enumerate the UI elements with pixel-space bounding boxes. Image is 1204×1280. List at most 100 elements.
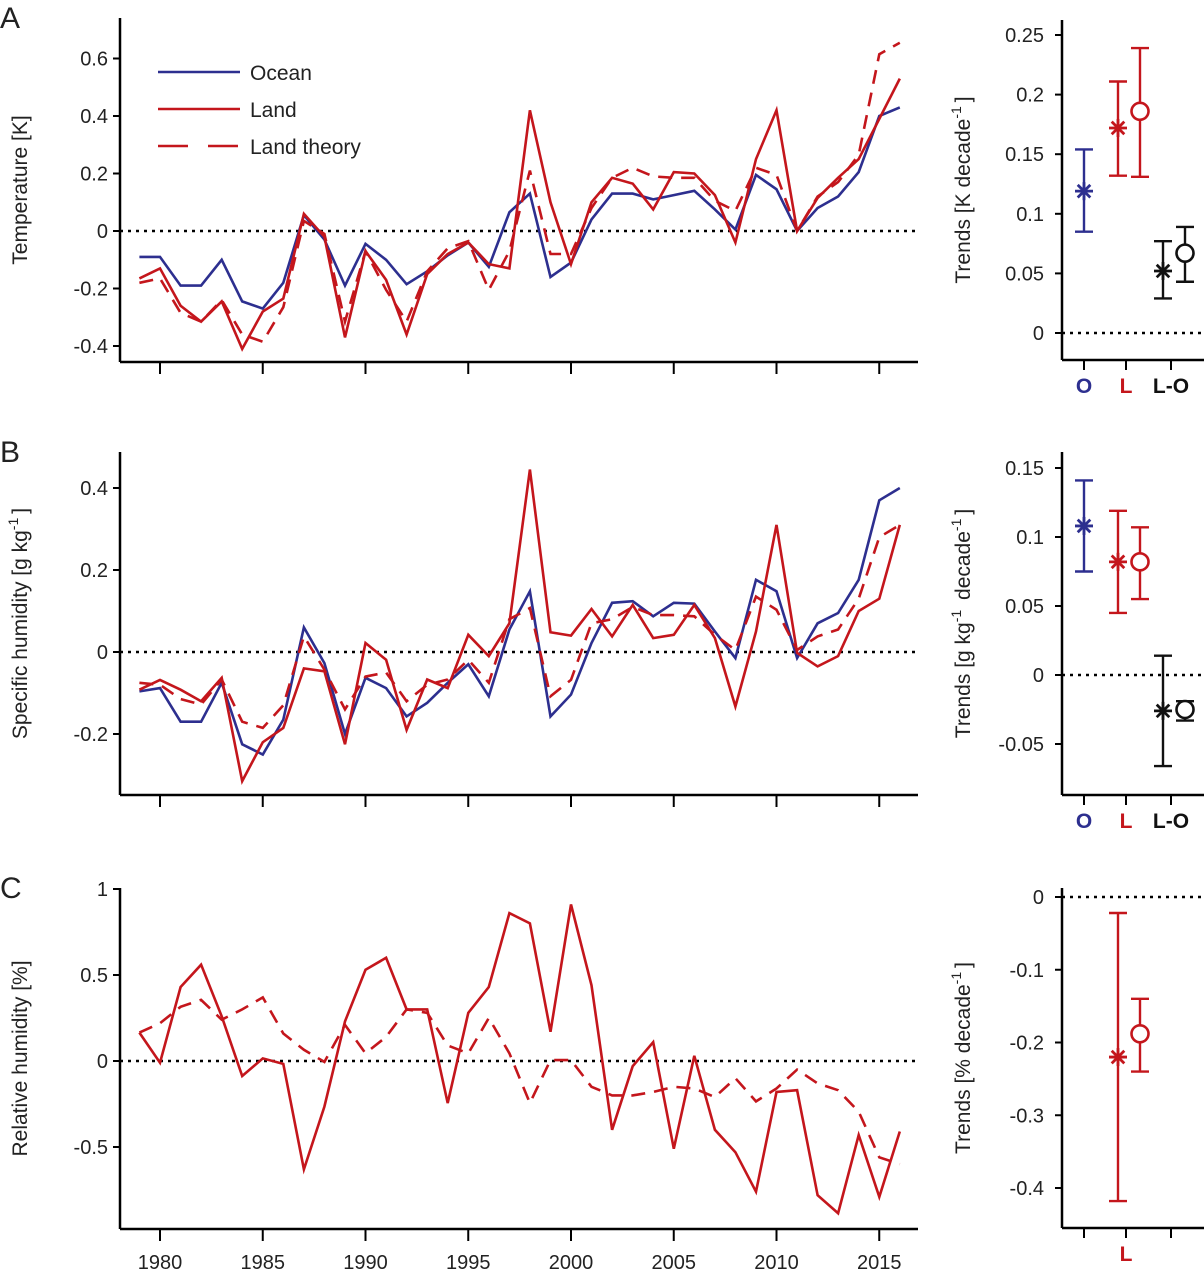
y-axis-label-text: Specific humidity [g kg [9, 530, 32, 739]
y-axis-label: Relative humidity [%] [9, 960, 32, 1156]
y-axis-label-superscript: -1 [948, 106, 964, 119]
panel-letter: B [0, 436, 20, 469]
y-axis-label-text: Trends [K decade [952, 119, 975, 284]
star-marker [1155, 263, 1171, 279]
legend: Ocean Land Land theory [158, 62, 361, 159]
y-tick-label: 1 [97, 879, 108, 901]
y-axis-label-text: Trends [% decade [952, 984, 975, 1154]
y-axis-label-end: ] [9, 508, 32, 514]
y-axis-label-end: ] [952, 962, 975, 968]
panel-C-timeseries: C -0.5 0 0.5 1 1980 1985 1990 1995 2000 2005 2010 20… [0, 872, 918, 1274]
category-label: L-O [1153, 375, 1189, 398]
y-tick-label: 0 [97, 1051, 108, 1073]
circle-marker [1175, 243, 1195, 263]
y-tick-label: 0.2 [80, 560, 108, 582]
y-tick-label: 0.6 [80, 49, 108, 71]
y-axis-label: Specific humidity [g kg-1] [5, 508, 32, 739]
y-tick-label: 0.1 [1016, 527, 1044, 549]
star-marker [1110, 554, 1126, 570]
x-tick-label: 1985 [241, 1252, 286, 1274]
series-land [138, 469, 902, 785]
panel-letter: C [0, 872, 22, 905]
star-marker [1110, 1049, 1126, 1065]
category-label: O [1076, 810, 1092, 833]
series-ocean [139, 486, 901, 757]
series-land-theory [139, 523, 901, 730]
category-label: O [1076, 375, 1092, 398]
x-tick-label: 1990 [343, 1252, 388, 1274]
trend-point-circle [1175, 225, 1195, 283]
trend-point-circle [1130, 46, 1150, 179]
y-tick-label: -0.3 [1010, 1105, 1044, 1127]
y-axis-label: Trends [K decade-1] [948, 96, 975, 283]
y-axis-label-superscript: -1 [948, 518, 964, 531]
y-tick-label: 0.25 [1005, 25, 1044, 47]
y-tick-label: -0.2 [74, 724, 108, 746]
y-tick-label: 0.15 [1005, 458, 1044, 480]
y-tick-label: -0.4 [74, 336, 108, 358]
trend-point-circle [1130, 997, 1150, 1073]
trend-point-star [1075, 479, 1093, 573]
category-label: L [1120, 1243, 1133, 1266]
legend-label: Land [250, 99, 297, 122]
series-land [138, 78, 901, 352]
y-tick-label: 0.05 [1005, 596, 1044, 618]
panel-B-timeseries: B -0.2 0 0.2 0.4 Specific humidity [g kg-1] [0, 436, 918, 807]
panel-A-trends: 0 0.05 0.1 0.15 0.2 0.25 O L L-O Trends [K decade… [948, 20, 1204, 398]
trend-point-star [1154, 654, 1172, 768]
trend-point-star [1109, 80, 1127, 177]
panel-C-trends: -0.4 -0.3 -0.2 -0.1 0 L Trends [% decade-1] [948, 887, 1204, 1266]
star-marker [1110, 120, 1126, 136]
y-tick-label: 0.15 [1005, 144, 1044, 166]
y-axis-label-superscript: -1 [948, 972, 964, 985]
y-tick-label: 0.1 [1016, 204, 1044, 226]
y-axis-label-superscript: -1 [5, 518, 21, 531]
y-axis-label-text: Temperature [K] [9, 115, 32, 264]
x-tick-label: 1995 [446, 1252, 491, 1274]
y-tick-label: 0.05 [1005, 263, 1044, 285]
circle-marker [1130, 552, 1150, 572]
y-tick-label: 0.5 [80, 965, 108, 987]
trend-point-star [1109, 911, 1127, 1203]
x-tick-label: 2010 [754, 1252, 799, 1274]
y-tick-label: 0 [1033, 323, 1044, 345]
category-label: L-O [1153, 810, 1189, 833]
y-tick-label: 0 [97, 642, 108, 664]
y-axis-label: Trends [g kg-1 decade-1] [948, 509, 975, 738]
y-tick-label: -0.2 [1010, 1033, 1044, 1055]
trend-point-circle [1130, 526, 1150, 601]
panel-A-timeseries: A -0.4 -0.2 0 0.2 0.4 0.6 Temperature [K] Ocean L… [0, 2, 918, 374]
y-tick-label: 0.4 [80, 106, 108, 128]
x-tick-label: 2005 [652, 1252, 697, 1274]
y-axis-label-mid: decade [952, 531, 975, 606]
y-tick-label: -0.1 [1010, 960, 1044, 982]
x-tick-label: 2015 [857, 1252, 902, 1274]
y-tick-label: 0 [1033, 665, 1044, 687]
category-label: L [1120, 375, 1133, 398]
y-axis-label-end: ] [952, 96, 975, 102]
x-tick-label: 2000 [549, 1252, 594, 1274]
y-tick-label: -0.5 [74, 1137, 108, 1159]
y-tick-label: 0.2 [1016, 85, 1044, 107]
circle-marker [1130, 1023, 1150, 1044]
trend-point-star [1109, 509, 1127, 615]
series-land-theory [138, 995, 901, 1166]
y-tick-label: -0.2 [74, 279, 108, 301]
y-axis-label: Trends [% decade-1] [948, 962, 975, 1154]
y-tick-label: 0.2 [80, 164, 108, 186]
legend-label: Land theory [250, 136, 361, 159]
y-axis-label-end: ] [952, 509, 975, 515]
y-tick-label: -0.4 [1010, 1178, 1044, 1200]
legend-label: Ocean [250, 62, 312, 85]
panel-letter: A [0, 2, 20, 35]
y-tick-label: -0.05 [998, 734, 1044, 756]
trend-point-star [1075, 148, 1093, 233]
y-axis-label-text: Trends [g kg [952, 622, 975, 738]
star-marker [1076, 518, 1092, 534]
trend-point-circle [1175, 699, 1195, 722]
circle-marker [1130, 101, 1150, 122]
trend-point-star [1154, 240, 1172, 300]
star-marker [1155, 703, 1171, 719]
